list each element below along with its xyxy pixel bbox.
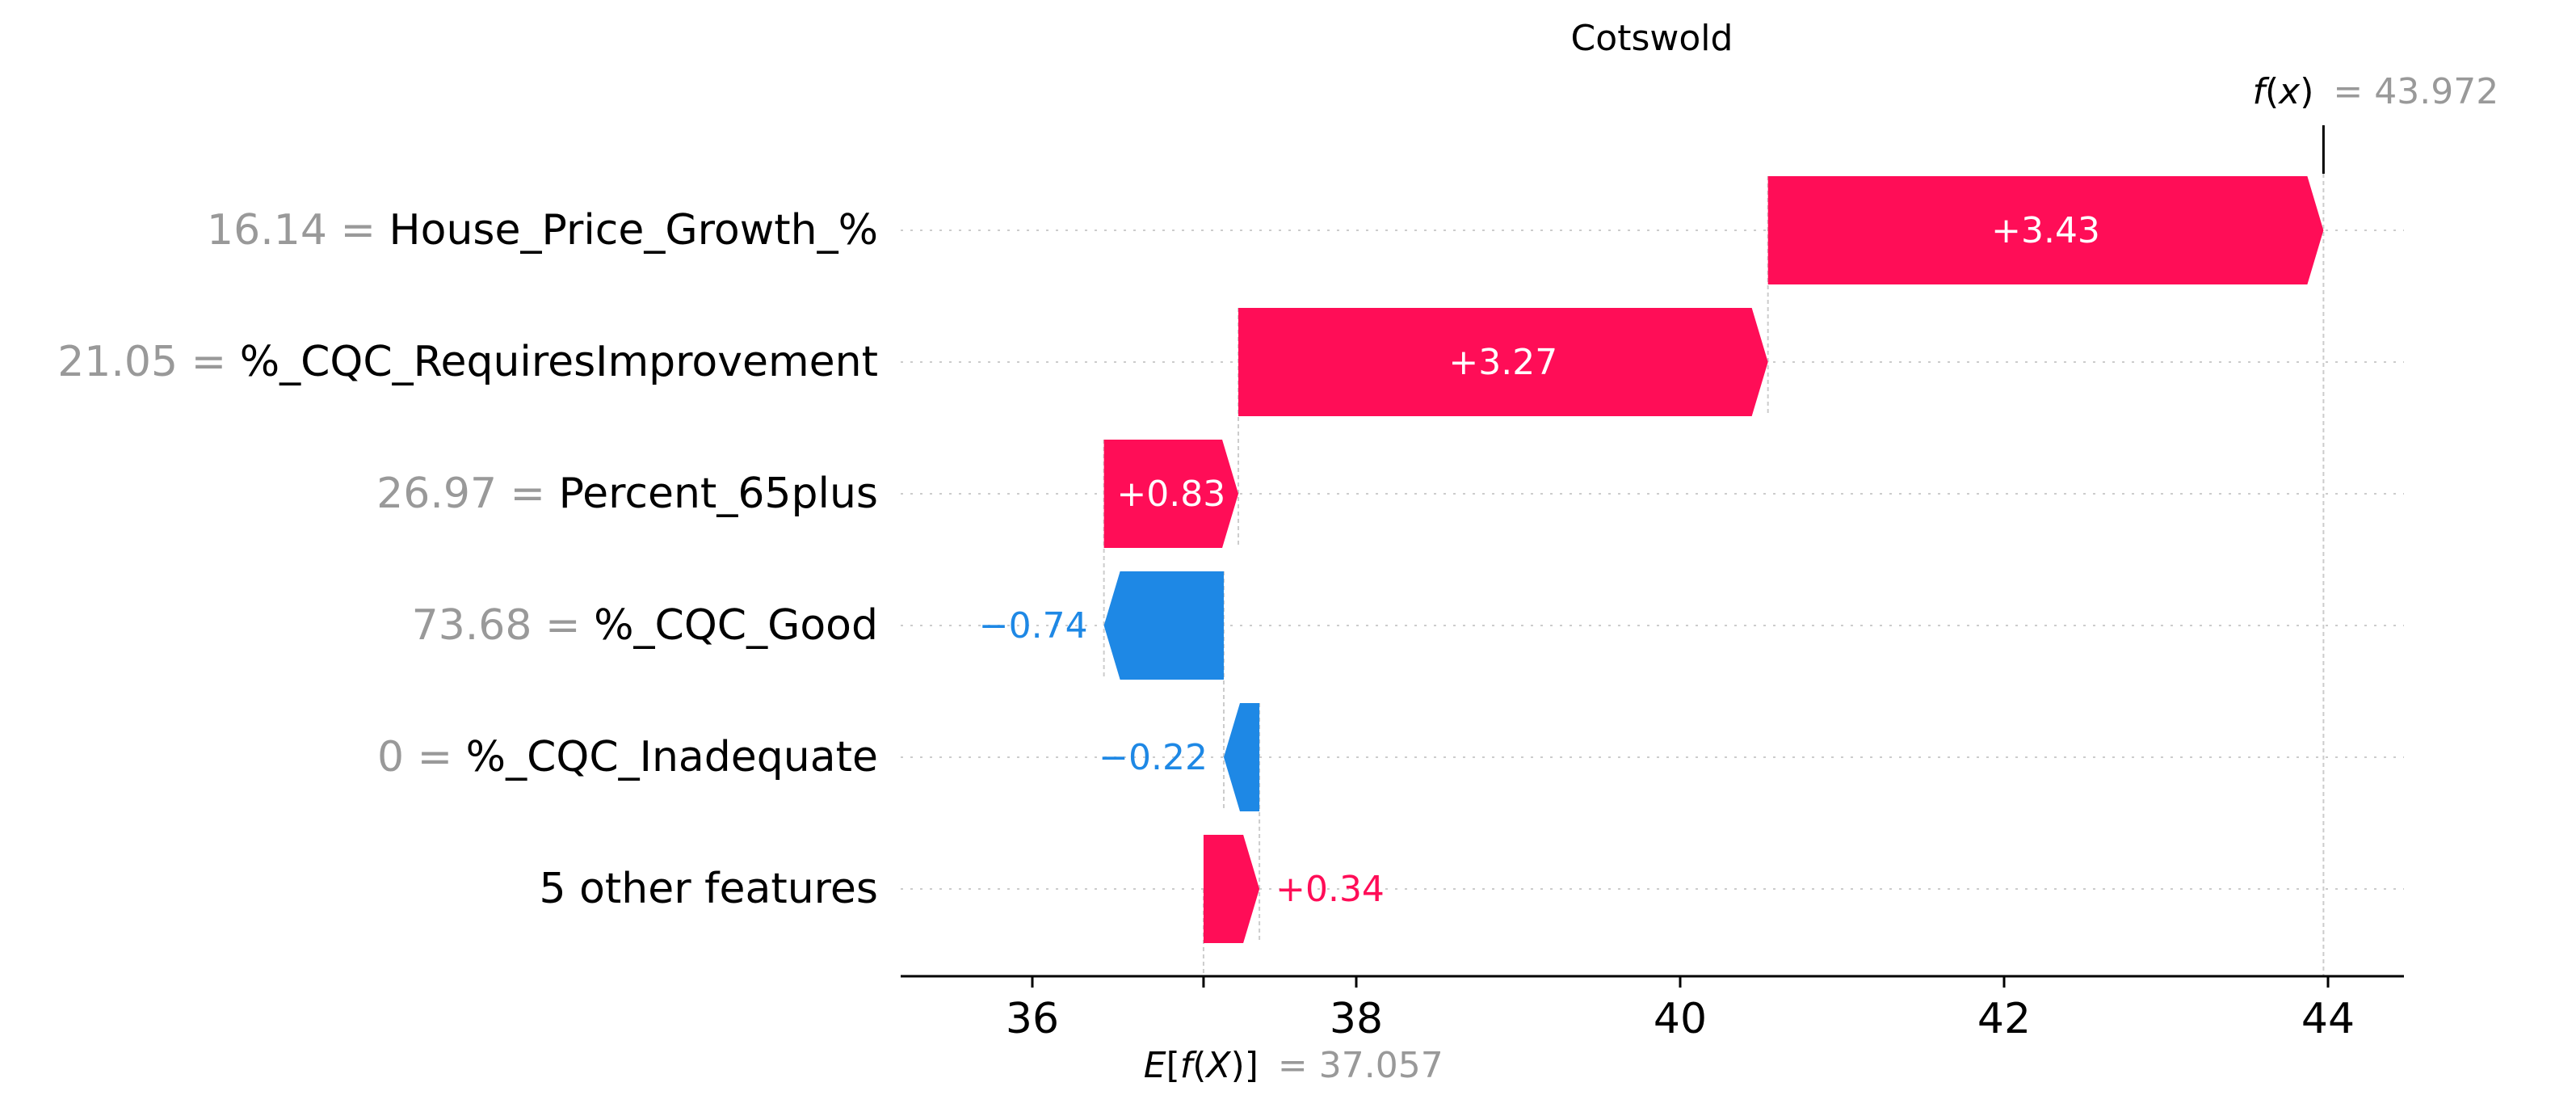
- feature-value: 21.05 =: [57, 338, 240, 386]
- feature-label: 26.97 = Percent_65plus: [376, 470, 878, 518]
- feature-label: 5 other features: [539, 865, 878, 913]
- feature-name: House_Price_Growth_%: [389, 206, 878, 255]
- x-tick-label: 42: [1977, 995, 2031, 1043]
- contribution-bars: [1103, 176, 2324, 943]
- efx-value: = 37.057: [1278, 1045, 1443, 1086]
- contribution-bar: [1223, 703, 1260, 811]
- contribution-label: −0.74: [979, 605, 1088, 647]
- x-tick-label: 38: [1330, 995, 1383, 1043]
- x-tick-label: 36: [1006, 995, 1059, 1043]
- feature-label: 0 = %_CQC_Inadequate: [377, 733, 878, 781]
- contribution-label: +0.83: [1116, 474, 1225, 515]
- feature-name: %_CQC_Good: [594, 601, 878, 650]
- feature-name: %_CQC_Inadequate: [466, 733, 878, 781]
- feature-label: 73.68 = %_CQC_Good: [412, 601, 878, 650]
- contribution-label: +3.27: [1448, 342, 1557, 383]
- x-tick-label: 40: [1654, 995, 1707, 1043]
- x-tick-label: 44: [2301, 995, 2355, 1043]
- bar-connectors: [1103, 176, 1769, 943]
- feature-label: 16.14 = House_Price_Growth_%: [207, 206, 878, 255]
- efx-label: E[f(X)]: [1144, 1045, 1259, 1086]
- fx-label: f(x): [2252, 71, 2313, 112]
- contribution-bar: [1103, 571, 1224, 680]
- feature-label: 21.05 = %_CQC_RequiresImprovement: [57, 338, 878, 386]
- contribution-bar: [1238, 308, 1768, 416]
- contribution-label: +3.43: [1991, 210, 2100, 251]
- contribution-label: −0.22: [1099, 737, 1208, 778]
- feature-labels: 16.14 = House_Price_Growth_% 21.05 = %_CQ…: [57, 206, 878, 913]
- chart-title: Cotswold: [1571, 18, 1733, 59]
- feature-name: Percent_65plus: [559, 470, 878, 518]
- x-axis: 36 38 40 42 44: [901, 975, 2404, 1043]
- contribution-bar: [1103, 440, 1239, 548]
- contribution-bar: [1203, 835, 1260, 943]
- contribution-label: +0.34: [1275, 869, 1385, 910]
- feature-value: 26.97 =: [376, 470, 559, 518]
- feature-name: %_CQC_RequiresImprovement: [240, 338, 878, 386]
- contribution-bar: [1767, 176, 2324, 284]
- feature-value: 16.14 =: [207, 206, 389, 255]
- feature-value: 0 =: [377, 733, 466, 781]
- fx-value: = 43.972: [2333, 71, 2498, 112]
- feature-name: 5 other features: [539, 865, 878, 913]
- feature-value: 73.68 =: [412, 601, 595, 650]
- contribution-labels: +3.43 +3.27 +0.83 −0.74 −0.22 +0.34: [979, 210, 2100, 910]
